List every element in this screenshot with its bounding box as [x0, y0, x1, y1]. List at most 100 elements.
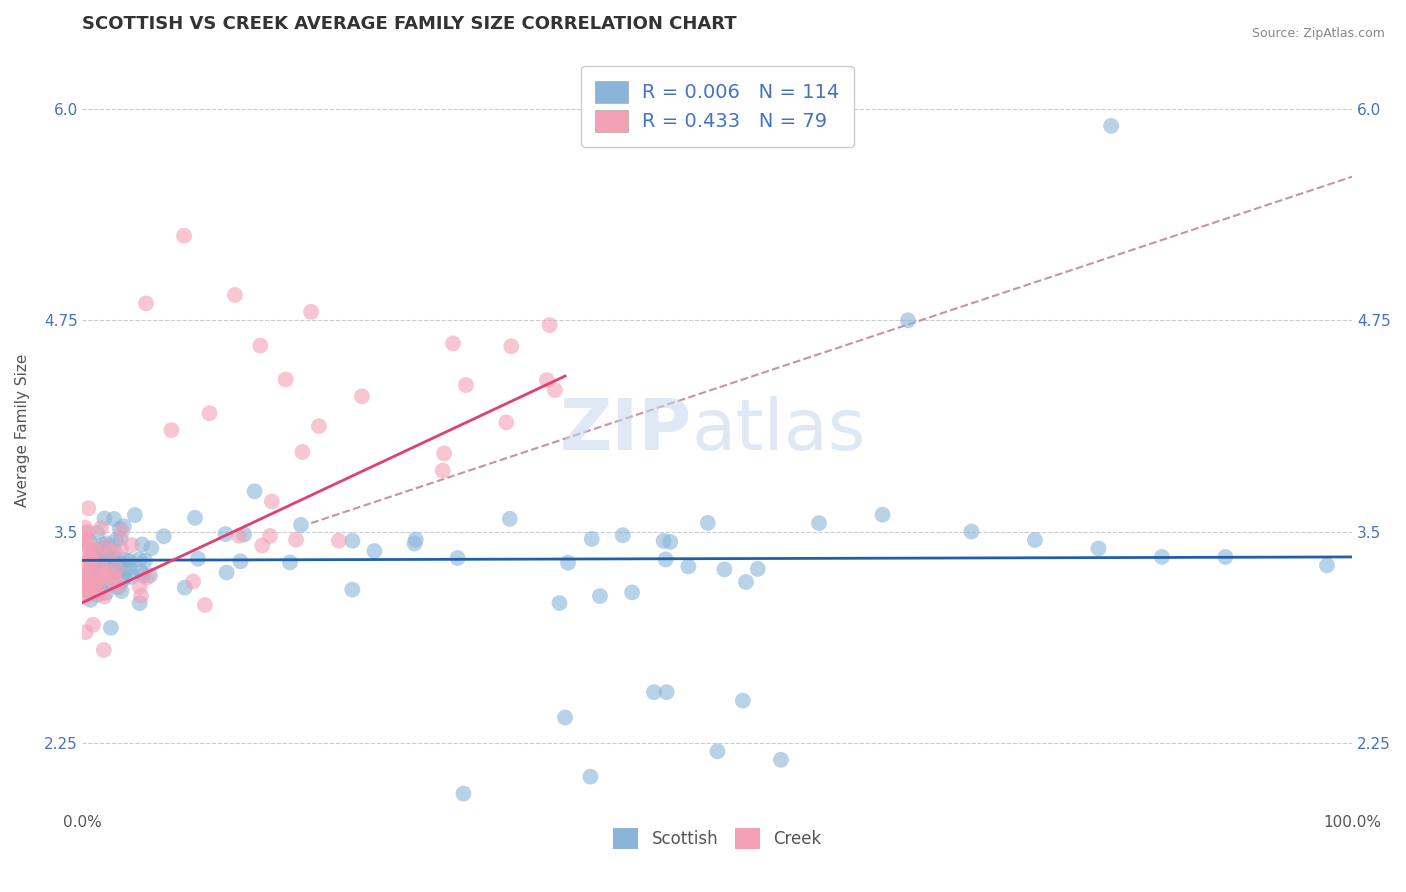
Point — [181, 574, 204, 589]
Point — [548, 596, 571, 610]
Point — [112, 519, 135, 533]
Point — [87, 565, 110, 579]
Point — [75, 526, 97, 541]
Point — [79, 552, 101, 566]
Point — [86, 580, 108, 594]
Point — [643, 685, 665, 699]
Point — [108, 522, 131, 536]
Point — [79, 575, 101, 590]
Point — [94, 586, 117, 600]
Point — [652, 533, 675, 548]
Point — [105, 565, 128, 579]
Text: ZIP: ZIP — [560, 396, 692, 465]
Point — [581, 532, 603, 546]
Point — [1087, 541, 1109, 556]
Point — [579, 770, 602, 784]
Point — [93, 590, 115, 604]
Point — [96, 577, 118, 591]
Point — [260, 494, 283, 508]
Point — [77, 501, 100, 516]
Point — [173, 581, 195, 595]
Point — [77, 582, 100, 597]
Point — [89, 542, 111, 557]
Point — [129, 565, 152, 579]
Point — [105, 533, 128, 547]
Point — [536, 373, 558, 387]
Point — [659, 535, 682, 549]
Point — [104, 563, 127, 577]
Point — [100, 621, 122, 635]
Point — [90, 567, 112, 582]
Point — [363, 544, 385, 558]
Point — [121, 538, 143, 552]
Point — [557, 556, 579, 570]
Point — [82, 546, 104, 560]
Point — [98, 539, 121, 553]
Point — [86, 544, 108, 558]
Point — [441, 336, 464, 351]
Point — [132, 568, 155, 582]
Point — [84, 558, 107, 572]
Point — [554, 710, 576, 724]
Point — [76, 525, 98, 540]
Point — [198, 406, 221, 420]
Point — [117, 562, 139, 576]
Point — [128, 596, 150, 610]
Point — [90, 521, 112, 535]
Point — [589, 589, 612, 603]
Point — [84, 576, 107, 591]
Point — [897, 313, 920, 327]
Legend: Scottish, Creek: Scottish, Creek — [606, 822, 828, 855]
Point — [110, 571, 132, 585]
Point — [77, 534, 100, 549]
Y-axis label: Average Family Size: Average Family Size — [15, 353, 30, 507]
Point — [446, 551, 468, 566]
Point — [118, 560, 141, 574]
Point — [139, 568, 162, 582]
Point — [233, 527, 256, 541]
Point — [91, 538, 114, 552]
Point — [77, 586, 100, 600]
Point — [342, 582, 364, 597]
Point — [107, 578, 129, 592]
Point — [120, 570, 142, 584]
Point — [73, 532, 96, 546]
Point — [86, 567, 108, 582]
Point — [110, 556, 132, 570]
Point — [1215, 549, 1237, 564]
Point — [118, 553, 141, 567]
Point — [83, 584, 105, 599]
Point — [110, 532, 132, 546]
Point — [278, 556, 301, 570]
Point — [960, 524, 983, 539]
Point — [259, 529, 281, 543]
Point — [84, 551, 107, 566]
Point — [224, 288, 246, 302]
Point — [290, 517, 312, 532]
Point — [252, 538, 274, 552]
Point — [96, 540, 118, 554]
Point — [194, 598, 217, 612]
Point — [713, 562, 735, 576]
Point — [173, 228, 195, 243]
Point — [350, 389, 373, 403]
Point — [214, 527, 236, 541]
Point — [328, 533, 350, 548]
Point — [433, 446, 456, 460]
Point — [75, 625, 97, 640]
Point — [285, 533, 308, 547]
Point — [100, 545, 122, 559]
Point — [103, 554, 125, 568]
Point — [93, 643, 115, 657]
Point — [86, 588, 108, 602]
Point — [128, 552, 150, 566]
Point — [90, 558, 112, 573]
Point — [184, 511, 207, 525]
Point — [110, 541, 132, 556]
Point — [453, 787, 475, 801]
Point — [86, 553, 108, 567]
Point — [105, 562, 128, 576]
Point — [274, 372, 297, 386]
Point — [495, 416, 517, 430]
Point — [75, 574, 97, 589]
